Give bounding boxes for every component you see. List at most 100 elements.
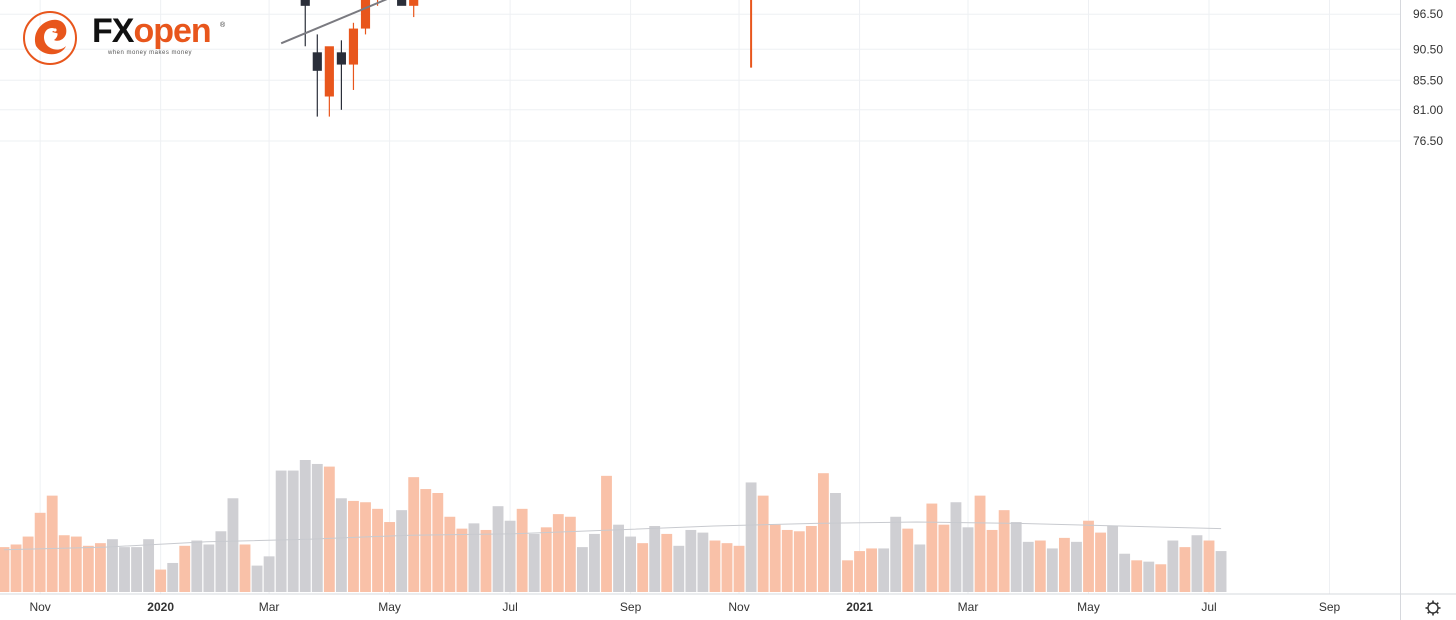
time-tick-label: Mar — [259, 600, 280, 614]
time-tick-label: Sep — [620, 600, 642, 614]
volume-bar — [480, 529, 492, 592]
volume-bar — [842, 560, 853, 592]
volume-bar — [396, 510, 408, 592]
volume-bar — [10, 544, 22, 592]
volume-bar — [468, 523, 480, 592]
candlestick-series — [300, 0, 419, 117]
price-tick-label: 90.50 — [1413, 42, 1443, 56]
volume-bar — [107, 539, 118, 592]
volume-bar — [1191, 535, 1203, 592]
time-tick-label: Nov — [728, 600, 749, 614]
volume-bar — [215, 531, 227, 592]
volume-bar — [203, 544, 215, 592]
volume-bar — [817, 473, 829, 592]
volume-bar — [685, 529, 697, 592]
volume-bar — [673, 545, 685, 592]
volume-bar — [191, 540, 203, 592]
volume-bar — [456, 528, 468, 592]
volume-bar — [709, 540, 721, 592]
candle — [312, 34, 322, 117]
volume-bar — [661, 533, 673, 592]
settings-gear-icon[interactable] — [1425, 600, 1441, 616]
volume-bar — [552, 514, 564, 592]
volume-bar — [962, 527, 974, 592]
volume-bar — [82, 545, 94, 592]
volume-bar — [311, 463, 323, 592]
volume-bar — [805, 526, 817, 592]
volume-bar — [613, 524, 624, 592]
volume-bar — [1203, 540, 1215, 592]
volume-bar — [516, 508, 528, 592]
volume-bar — [227, 498, 239, 592]
candle-body — [336, 52, 346, 65]
volume-bar — [878, 548, 890, 592]
volume-bar — [70, 536, 82, 592]
volume-bar — [1155, 564, 1167, 592]
time-tick-label: Mar — [958, 600, 979, 614]
time-tick-label: Nov — [29, 600, 50, 614]
volume-bar — [372, 508, 383, 592]
candle-body — [324, 46, 334, 97]
gear-tooth-icon — [1435, 610, 1439, 614]
candle-body — [397, 0, 407, 6]
volume-bar — [926, 503, 938, 592]
volume-bar — [167, 562, 179, 592]
time-tick-label: Jul — [502, 600, 517, 614]
channel-lower-line — [280, 0, 388, 45]
volume-bar — [733, 545, 745, 592]
volume-moving-average-line — [3, 521, 1222, 551]
volume-bar — [938, 524, 950, 592]
candle — [409, 0, 419, 18]
volume-bar — [649, 526, 661, 592]
gear-ring-icon — [1427, 602, 1439, 614]
volume-bar — [1167, 540, 1179, 592]
candle — [348, 22, 359, 90]
candle — [360, 0, 371, 35]
volume-bar — [1095, 532, 1106, 592]
volume-bar — [335, 498, 347, 592]
dragon-emblem-icon — [23, 11, 77, 65]
price-tick-label: 85.50 — [1413, 73, 1443, 87]
volume-bar — [1010, 522, 1022, 592]
volume-bar — [1058, 537, 1070, 592]
time-tick-label: Jul — [1201, 600, 1216, 614]
volume-bar — [950, 502, 962, 592]
brand-fx-text: FX — [92, 12, 134, 50]
volume-bar — [1131, 560, 1143, 592]
volume-bar — [1107, 526, 1119, 592]
brand-registered-mark: ® — [220, 22, 226, 29]
volume-bar — [131, 547, 142, 592]
volume-bar — [0, 547, 10, 592]
volume-bar — [986, 529, 998, 592]
volume-bar — [564, 516, 576, 592]
volume-bar — [769, 524, 781, 592]
volume-bar — [155, 569, 167, 592]
brand-logo: FXopen ® when money makes money — [22, 8, 232, 68]
volume-bar — [793, 531, 805, 592]
volume-bar — [1083, 520, 1094, 592]
volume-bar — [287, 470, 299, 592]
gear-tooth-icon — [1435, 602, 1439, 606]
volume-bar — [360, 502, 371, 592]
volume-bar — [34, 512, 46, 592]
volume-bar — [94, 543, 106, 592]
volume-bar — [890, 516, 902, 592]
volume-bar — [998, 510, 1010, 592]
volume-bar — [1215, 551, 1227, 592]
volume-bar — [1034, 540, 1046, 592]
candle — [300, 0, 310, 47]
brand-wordmark: FXopen — [92, 12, 212, 50]
volume-bar — [251, 565, 263, 592]
volume-bar — [576, 547, 588, 592]
volume-bar — [420, 489, 432, 592]
volume-bar — [528, 533, 540, 592]
candle-body — [360, 0, 371, 29]
time-tick-label: Sep — [1319, 600, 1341, 614]
candle — [324, 46, 334, 117]
time-tick-label: 2020 — [147, 600, 174, 614]
volume-bar — [697, 532, 709, 592]
volume-bar — [1179, 547, 1191, 592]
volume-bar — [263, 556, 275, 592]
